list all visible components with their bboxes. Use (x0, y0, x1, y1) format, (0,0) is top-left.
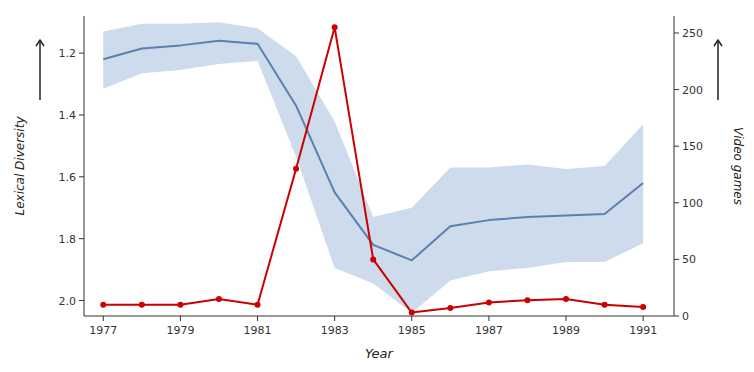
x-tick-label: 1977 (89, 324, 117, 337)
point (563, 296, 569, 302)
y2-tick (674, 202, 679, 203)
chart: 1977 1979 1981 1983 1985 1987 1989 1991 1.2 1.4 1.… (0, 0, 754, 372)
x-tick (334, 316, 335, 321)
y2-tick-label: 150 (682, 140, 703, 153)
x-tick-label: 1979 (166, 324, 194, 337)
y-tick (79, 114, 84, 115)
point (447, 305, 453, 311)
x-axis-label: Year (365, 346, 394, 361)
y-tick-label: 2.0 (59, 295, 77, 308)
y-tick (79, 238, 84, 239)
x-tick (257, 316, 258, 321)
y2-tick-label: 250 (682, 27, 703, 40)
y2-tick-label: 0 (682, 310, 689, 323)
x-tick (411, 316, 412, 321)
arrow (714, 40, 722, 100)
axes: 1977 1979 1981 1983 1985 1987 1989 1991 1.2 1.4 1.… (59, 16, 704, 337)
point (139, 302, 145, 308)
x-tick-label: 1981 (244, 324, 272, 337)
point (100, 302, 106, 308)
y2-tick (674, 259, 679, 260)
point (177, 302, 183, 308)
point (293, 166, 299, 172)
line (103, 41, 643, 261)
y-tick (79, 53, 84, 54)
y-tick-label: 1.4 (59, 109, 77, 122)
y2-tick (674, 89, 679, 90)
y-axis-label: Lexical Diversity (13, 116, 27, 216)
y-axis-line (84, 16, 85, 316)
y2-axis-line (674, 16, 675, 316)
y2-tick (674, 316, 679, 317)
x-tick-label: 1989 (552, 324, 580, 337)
point (524, 297, 530, 303)
point (370, 256, 376, 262)
y-tick (79, 176, 84, 177)
point (486, 299, 492, 305)
y2-tick-label: 100 (682, 197, 703, 210)
x-tick-label: 1987 (475, 324, 503, 337)
x-tick-label: 1985 (398, 324, 426, 337)
x-axis-line (84, 316, 674, 317)
y2-tick-label: 200 (682, 84, 703, 97)
y2-tick (674, 146, 679, 147)
x-tick (180, 316, 181, 321)
point (640, 304, 646, 310)
y2-tick-label: 50 (682, 253, 696, 266)
x-tick (488, 316, 489, 321)
point (216, 296, 222, 302)
y-tick-label: 1.2 (59, 47, 77, 60)
x-tick-label: 1983 (321, 324, 349, 337)
band (103, 22, 643, 313)
arrow (36, 40, 44, 100)
x-tick (103, 316, 104, 321)
line (103, 27, 643, 312)
x-tick (566, 316, 567, 321)
point (332, 24, 338, 30)
x-tick (643, 316, 644, 321)
plot-area (100, 22, 646, 315)
point (602, 302, 608, 308)
y2-tick (674, 32, 679, 33)
y-tick-label: 1.6 (59, 171, 77, 184)
x-tick-label: 1991 (629, 324, 657, 337)
point (409, 310, 415, 316)
y2-axis-label: Video games (731, 127, 745, 205)
y-tick (79, 300, 84, 301)
y-tick-label: 1.8 (59, 233, 77, 246)
point (255, 302, 261, 308)
